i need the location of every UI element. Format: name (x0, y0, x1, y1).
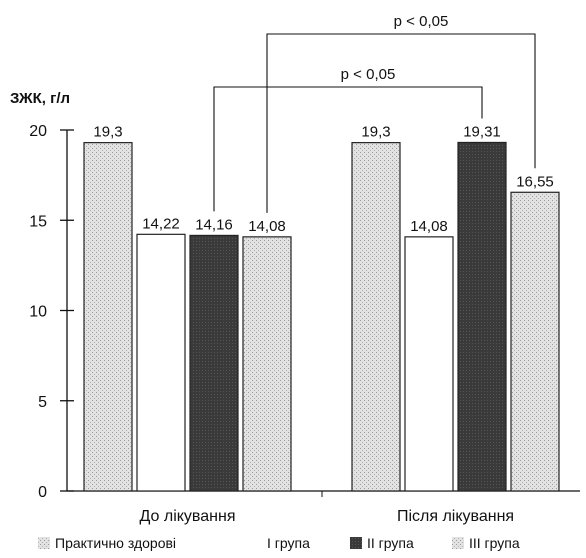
value-label-0-2: 14,16 (195, 216, 233, 233)
bar-0-2 (189, 234, 239, 492)
legend-label-3: ІІІ група (469, 535, 520, 551)
category-label-0: До лікування (140, 508, 236, 525)
y-tick-label-10: 10 (29, 304, 47, 321)
y-tick-label-15: 15 (29, 213, 47, 230)
value-label-0-0: 19,3 (93, 124, 122, 141)
value-label-1-1: 14,08 (410, 218, 448, 235)
legend-swatch-3 (452, 537, 464, 549)
legend-item-2: ІІ група (350, 535, 414, 551)
y-tick-label-5: 5 (38, 394, 47, 411)
legend-label-0: Практично здорові (55, 535, 176, 551)
legend-item-1: І група (267, 535, 310, 551)
value-label-1-0: 19,3 (361, 124, 390, 141)
legend-label-2: ІІ група (367, 535, 414, 551)
bar-0-0 (83, 142, 133, 492)
significance-bracket-1 (266, 33, 536, 213)
legend-item-3: ІІІ група (452, 535, 520, 551)
significance-bracket-0 (213, 86, 483, 212)
significance-brackets: p < 0,05 p < 0,05 (213, 13, 536, 213)
significance-label-1: p < 0,05 (394, 13, 449, 30)
legend: Практично здорові І група ІІ група ІІІ груп… (38, 535, 520, 551)
category-labels: До лікування Після лікування (140, 508, 515, 525)
y-tick-label-0: 0 (38, 484, 47, 501)
bars (83, 141, 560, 492)
bar-0-3 (242, 236, 292, 492)
legend-item-0: Практично здорові (38, 535, 176, 551)
bar-0-1 (136, 233, 186, 492)
value-labels: 19,3 14,22 14,16 14,08 19,3 14,08 19,31 16,55 (93, 123, 553, 234)
legend-label-1: І група (267, 535, 310, 551)
significance-label-0: p < 0,05 (341, 66, 396, 83)
bar-1-2 (457, 141, 507, 492)
y-tick-label-20: 20 (29, 123, 47, 140)
value-label-0-1: 14,22 (142, 215, 180, 232)
value-label-1-3: 16,55 (516, 173, 554, 190)
legend-swatch-2 (350, 537, 362, 549)
y-axis-label: ЗЖК, г/л (10, 90, 70, 107)
category-label-1: Після лікування (397, 508, 514, 525)
bar-1-0 (351, 142, 401, 492)
value-label-1-2: 19,31 (463, 123, 501, 140)
legend-swatch-0 (38, 537, 50, 549)
value-label-0-3: 14,08 (248, 218, 286, 235)
bar-1-1 (404, 236, 454, 492)
bar-1-3 (510, 191, 560, 492)
